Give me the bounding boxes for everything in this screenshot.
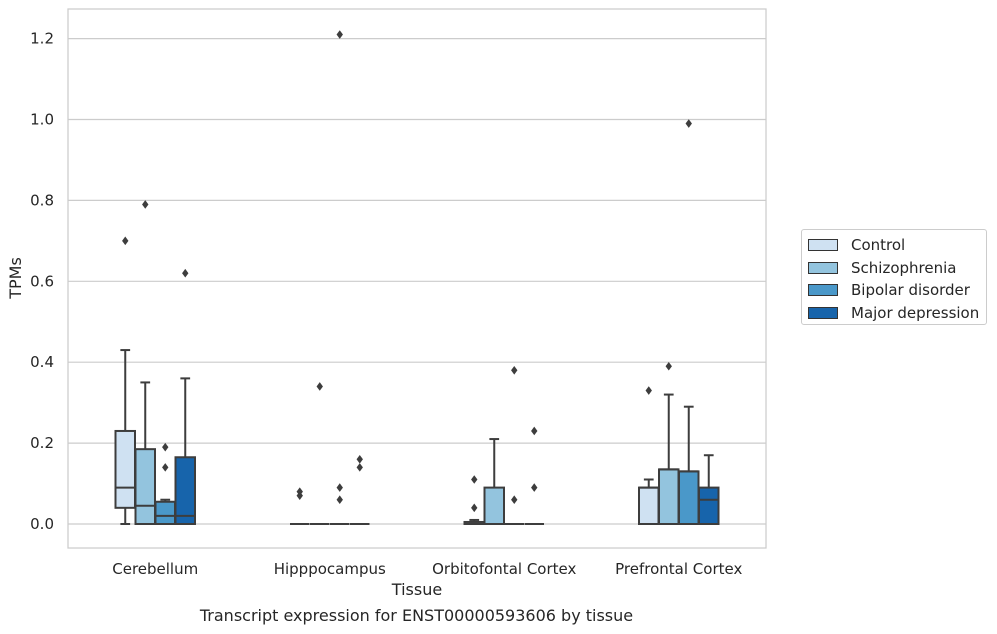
outlier-point xyxy=(296,487,303,496)
y-tick-label: 0.0 xyxy=(30,515,54,533)
outlier-point xyxy=(142,200,149,209)
box xyxy=(483,438,505,525)
box xyxy=(310,382,330,525)
legend-item: Schizophrenia xyxy=(808,257,986,280)
x-tick-label: Hipppocampus xyxy=(274,560,386,578)
outlier-point xyxy=(336,30,343,39)
outlier-point xyxy=(122,236,129,246)
box-body xyxy=(154,500,176,526)
box xyxy=(524,426,544,525)
box xyxy=(350,454,370,525)
legend-label: Schizophrenia xyxy=(851,258,957,277)
outlier-point xyxy=(162,442,169,452)
y-tick-label: 1.0 xyxy=(30,111,54,129)
plot-background xyxy=(68,9,766,548)
box-body xyxy=(698,486,720,525)
x-axis-label: Tissue xyxy=(391,580,442,599)
outlier-point xyxy=(665,361,672,371)
y-axis-label: TPMs xyxy=(6,257,25,300)
series-major-depression xyxy=(174,268,720,526)
legend-swatch xyxy=(808,239,838,252)
outlier-point xyxy=(471,475,478,484)
box-series xyxy=(114,30,720,526)
box-body xyxy=(638,486,660,525)
outlier-point xyxy=(336,495,343,505)
box xyxy=(134,200,156,526)
outlier-point xyxy=(511,495,518,505)
y-tick-labels: 0.0 0.2 0.4 0.6 0.8 1.0 1.2 xyxy=(30,30,54,533)
legend-swatch xyxy=(808,261,838,274)
y-tick-label: 1.2 xyxy=(30,30,54,48)
outlier-point xyxy=(685,119,692,128)
box xyxy=(330,30,350,525)
outlier-point xyxy=(356,454,363,464)
y-tick-label: 0.4 xyxy=(30,353,54,371)
y-tick-label: 0.8 xyxy=(30,191,54,209)
outlier-point xyxy=(645,386,652,395)
box xyxy=(290,487,310,525)
legend-label: Bipolar disorder xyxy=(851,281,970,300)
box-body xyxy=(174,456,196,526)
legend: Control Schizophrenia Bipolar disorder Majo… xyxy=(801,229,987,325)
box xyxy=(114,236,136,525)
figure-caption: Transcript expression for ENST0000059360… xyxy=(199,606,634,625)
x-tick-label: Orbitofontal Cortex xyxy=(432,560,576,578)
box-body xyxy=(114,429,136,509)
x-tick-label: Prefrontal Cortex xyxy=(615,560,742,578)
outlier-point xyxy=(471,503,478,513)
plot-frame xyxy=(67,8,767,549)
box-body xyxy=(134,448,156,526)
series-schizophrenia xyxy=(134,200,680,526)
box-body xyxy=(658,468,680,525)
legend-label: Major depression xyxy=(851,303,980,322)
outlier-point xyxy=(162,463,169,472)
legend-item: Major depression xyxy=(808,302,986,325)
x-tick-labels: Cerebellum Hipppocampus Orbitofontal Corte… xyxy=(112,560,742,578)
outlier-point xyxy=(356,463,363,472)
outlier-point xyxy=(511,365,518,375)
outlier-point xyxy=(336,483,343,492)
outlier-point xyxy=(182,268,189,278)
legend-item: Bipolar disorder xyxy=(808,279,986,302)
box xyxy=(658,361,680,525)
outlier-point xyxy=(531,483,538,492)
box xyxy=(504,365,524,525)
box-body xyxy=(678,470,700,526)
box xyxy=(698,454,720,525)
x-tick-label: Cerebellum xyxy=(112,560,198,578)
legend-label: Control xyxy=(851,236,906,255)
legend-swatch xyxy=(808,306,838,319)
series-control xyxy=(114,236,660,525)
box-body xyxy=(483,486,505,525)
outlier-point xyxy=(316,382,323,391)
y-tick-label: 0.6 xyxy=(30,272,54,290)
box xyxy=(638,386,660,525)
legend-item: Control xyxy=(808,234,986,257)
outlier-point xyxy=(531,426,538,436)
y-tick-label: 0.2 xyxy=(30,434,54,452)
box xyxy=(678,119,700,526)
box xyxy=(174,268,196,526)
legend-swatch xyxy=(808,284,838,297)
